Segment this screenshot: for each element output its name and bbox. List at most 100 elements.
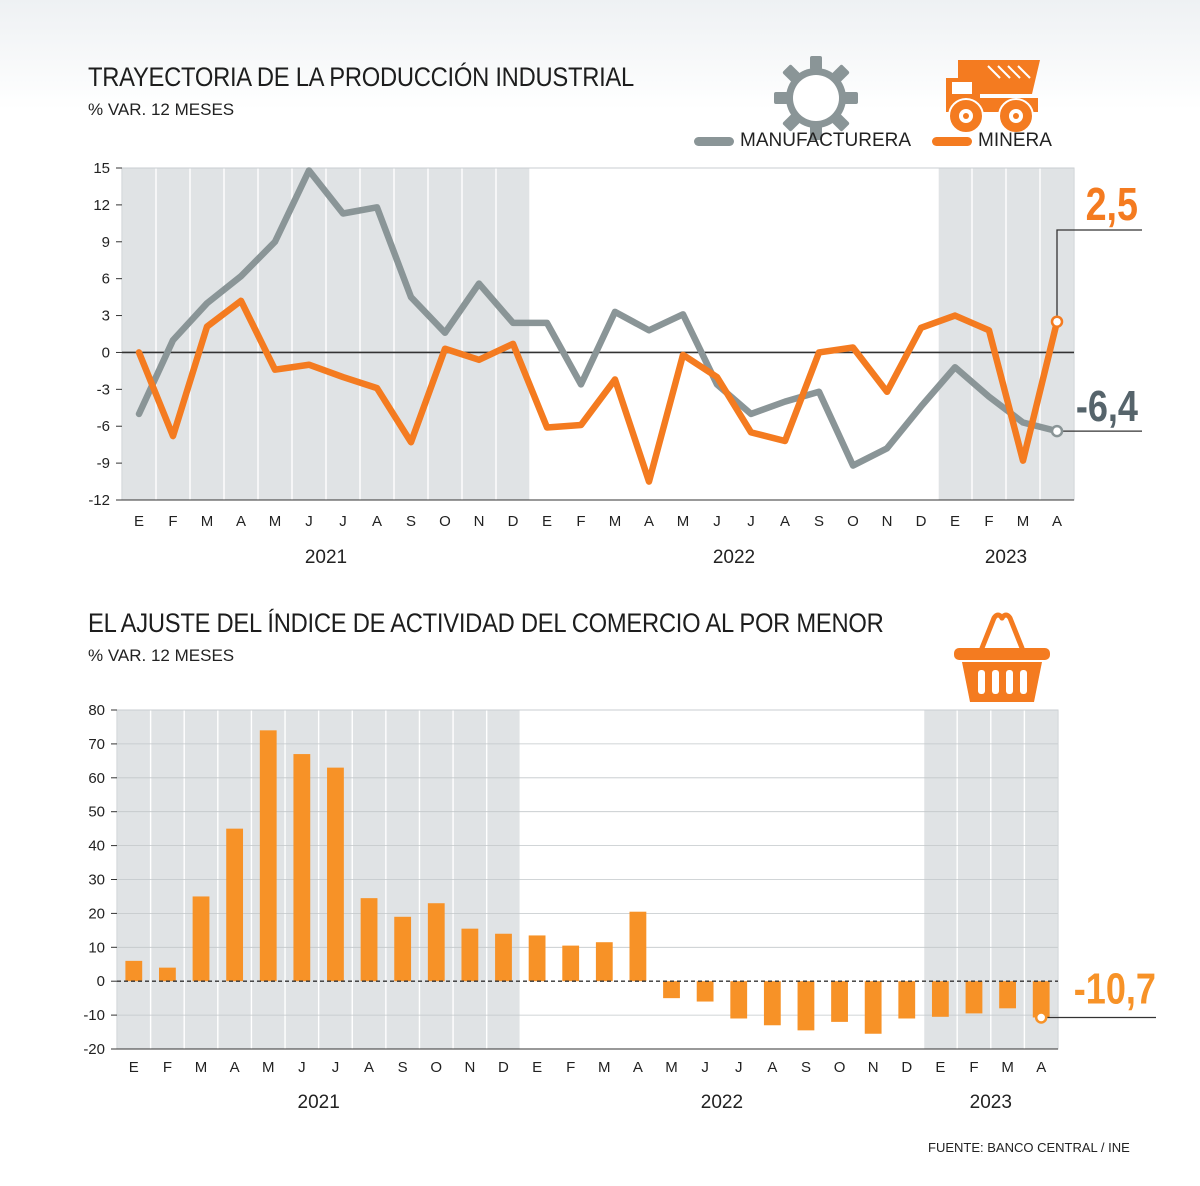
x-tick-label: D <box>498 1059 509 1076</box>
x-tick-label: J <box>701 1059 709 1076</box>
x-tick-label: O <box>847 513 859 530</box>
bar <box>562 945 580 982</box>
legend-label-manufacturing: MANUFACTURERA <box>740 130 912 151</box>
x-tick-label: A <box>767 1059 777 1076</box>
bar <box>999 981 1016 1009</box>
y-tick-label: 60 <box>88 770 105 787</box>
bar <box>898 981 916 1019</box>
x-tick-label: A <box>1052 513 1062 530</box>
bar <box>461 928 479 982</box>
bar <box>259 730 277 982</box>
x-tick-label: A <box>644 513 654 530</box>
y-tick-label: 0 <box>97 973 105 990</box>
y-tick-label: -3 <box>97 381 110 398</box>
x-tick-label: M <box>609 513 622 530</box>
x-tick-label: E <box>134 513 144 530</box>
annotation-marker-mining <box>1050 315 1064 328</box>
x-tick-label: M <box>677 513 690 530</box>
x-tick-label: F <box>969 1059 978 1076</box>
annotation-marker <box>1034 1011 1048 1024</box>
bar <box>226 828 244 982</box>
chart2-title: EL AJUSTE DEL ÍNDICE DE ACTIVIDAD DEL CO… <box>88 608 884 638</box>
x-tick-label: E <box>542 513 552 530</box>
x-tick-label: F <box>168 513 177 530</box>
y-tick-label: 0 <box>102 344 110 361</box>
bar <box>1032 981 1050 1018</box>
x-tick-label: E <box>532 1059 542 1076</box>
industrial-production-chart: 15 12 9 6 3 0 -3 -6 -9 -12 E F M A M J J A S O N D E F M A M J J A S O N… <box>88 160 1142 568</box>
y-tick-label: 80 <box>88 702 105 719</box>
x-tick-label: A <box>633 1059 643 1076</box>
y-tick-label: 9 <box>102 234 110 251</box>
y-tick-label: -10 <box>83 1007 105 1024</box>
y-tick-label: 40 <box>88 838 105 855</box>
retail-activity-chart: 80 70 60 50 40 30 20 10 0 -10 -20 E F M A M J J A S O N D E F M A M… <box>83 702 1156 1113</box>
series-line-mining <box>135 297 1061 485</box>
bar <box>663 981 680 999</box>
y-tick-label: 70 <box>88 736 105 753</box>
x-tick-label: N <box>882 513 893 530</box>
x-tick-label: F <box>576 513 585 530</box>
year-label: 2021 <box>305 547 347 568</box>
x-tick-label: O <box>430 1059 442 1076</box>
bar <box>965 981 983 1014</box>
x-tick-label: E <box>129 1059 139 1076</box>
legend-label-mining: MINERA <box>978 130 1052 151</box>
x-tick-label: J <box>339 513 347 530</box>
x-tick-label: D <box>508 513 519 530</box>
x-tick-label: A <box>780 513 790 530</box>
annotation-marker-manufacturing <box>1050 424 1064 438</box>
x-tick-label: A <box>372 513 382 530</box>
year-label: 2023 <box>985 547 1027 568</box>
y-tick-label: 30 <box>88 872 105 889</box>
x-tick-label: M <box>269 513 282 530</box>
x-tick-label: A <box>236 513 246 530</box>
x-tick-label: M <box>262 1059 275 1076</box>
x-tick-label: S <box>801 1059 811 1076</box>
bar <box>360 898 378 982</box>
x-tick-label: J <box>747 513 755 530</box>
legend-manufacturing: MANUFACTURERA <box>694 130 911 152</box>
y-tick-label: -20 <box>83 1041 105 1058</box>
chart2-subtitle: % VAR. 12 MESES <box>88 646 235 665</box>
x-tick-label: A <box>230 1059 240 1076</box>
x-tick-label: J <box>298 1059 306 1076</box>
x-tick-label: N <box>474 513 485 530</box>
y-tick-label: -12 <box>88 492 110 509</box>
y-tick-label: 10 <box>88 939 105 956</box>
y-tick-label: 3 <box>102 308 110 325</box>
legend-swatch-manufacturing <box>694 136 734 146</box>
x-tick-label: A <box>364 1059 374 1076</box>
x-tick-label: F <box>984 513 993 530</box>
chart1-title: TRAYECTORIA DE LA PRODUCCIÓN INDUSTRIAL <box>88 62 634 92</box>
bar <box>730 981 748 1019</box>
y-tick-label: 15 <box>93 160 110 177</box>
bar <box>159 967 176 982</box>
y-tick-label: -6 <box>97 418 110 435</box>
annotation-label-mining: 2,5 <box>1086 178 1138 229</box>
bar <box>528 935 546 982</box>
x-tick-label: A <box>1036 1059 1046 1076</box>
bar <box>931 981 949 1017</box>
x-tick-label: O <box>439 513 451 530</box>
annotation-label-manufacturing: -6,4 <box>1076 382 1139 431</box>
x-tick-label: D <box>901 1059 912 1076</box>
bar <box>125 960 143 982</box>
annotation-label: -10,7 <box>1074 964 1156 1013</box>
series-line-manufacturing <box>135 167 1061 469</box>
y-tick-label: 6 <box>102 271 110 288</box>
mining-truck-icon <box>946 60 1040 134</box>
x-tick-label: N <box>464 1059 475 1076</box>
x-tick-label: J <box>713 513 721 530</box>
x-tick-label: N <box>868 1059 879 1076</box>
annotation-leader-mining <box>1056 229 1142 316</box>
x-tick-label: S <box>406 513 416 530</box>
bar <box>696 981 714 1002</box>
x-tick-label: F <box>566 1059 575 1076</box>
x-tick-label: E <box>950 513 960 530</box>
y-tick-label: 12 <box>93 197 110 214</box>
x-tick-label: M <box>201 513 214 530</box>
x-tick-label: M <box>195 1059 208 1076</box>
bar <box>495 933 512 982</box>
bar <box>327 767 344 982</box>
